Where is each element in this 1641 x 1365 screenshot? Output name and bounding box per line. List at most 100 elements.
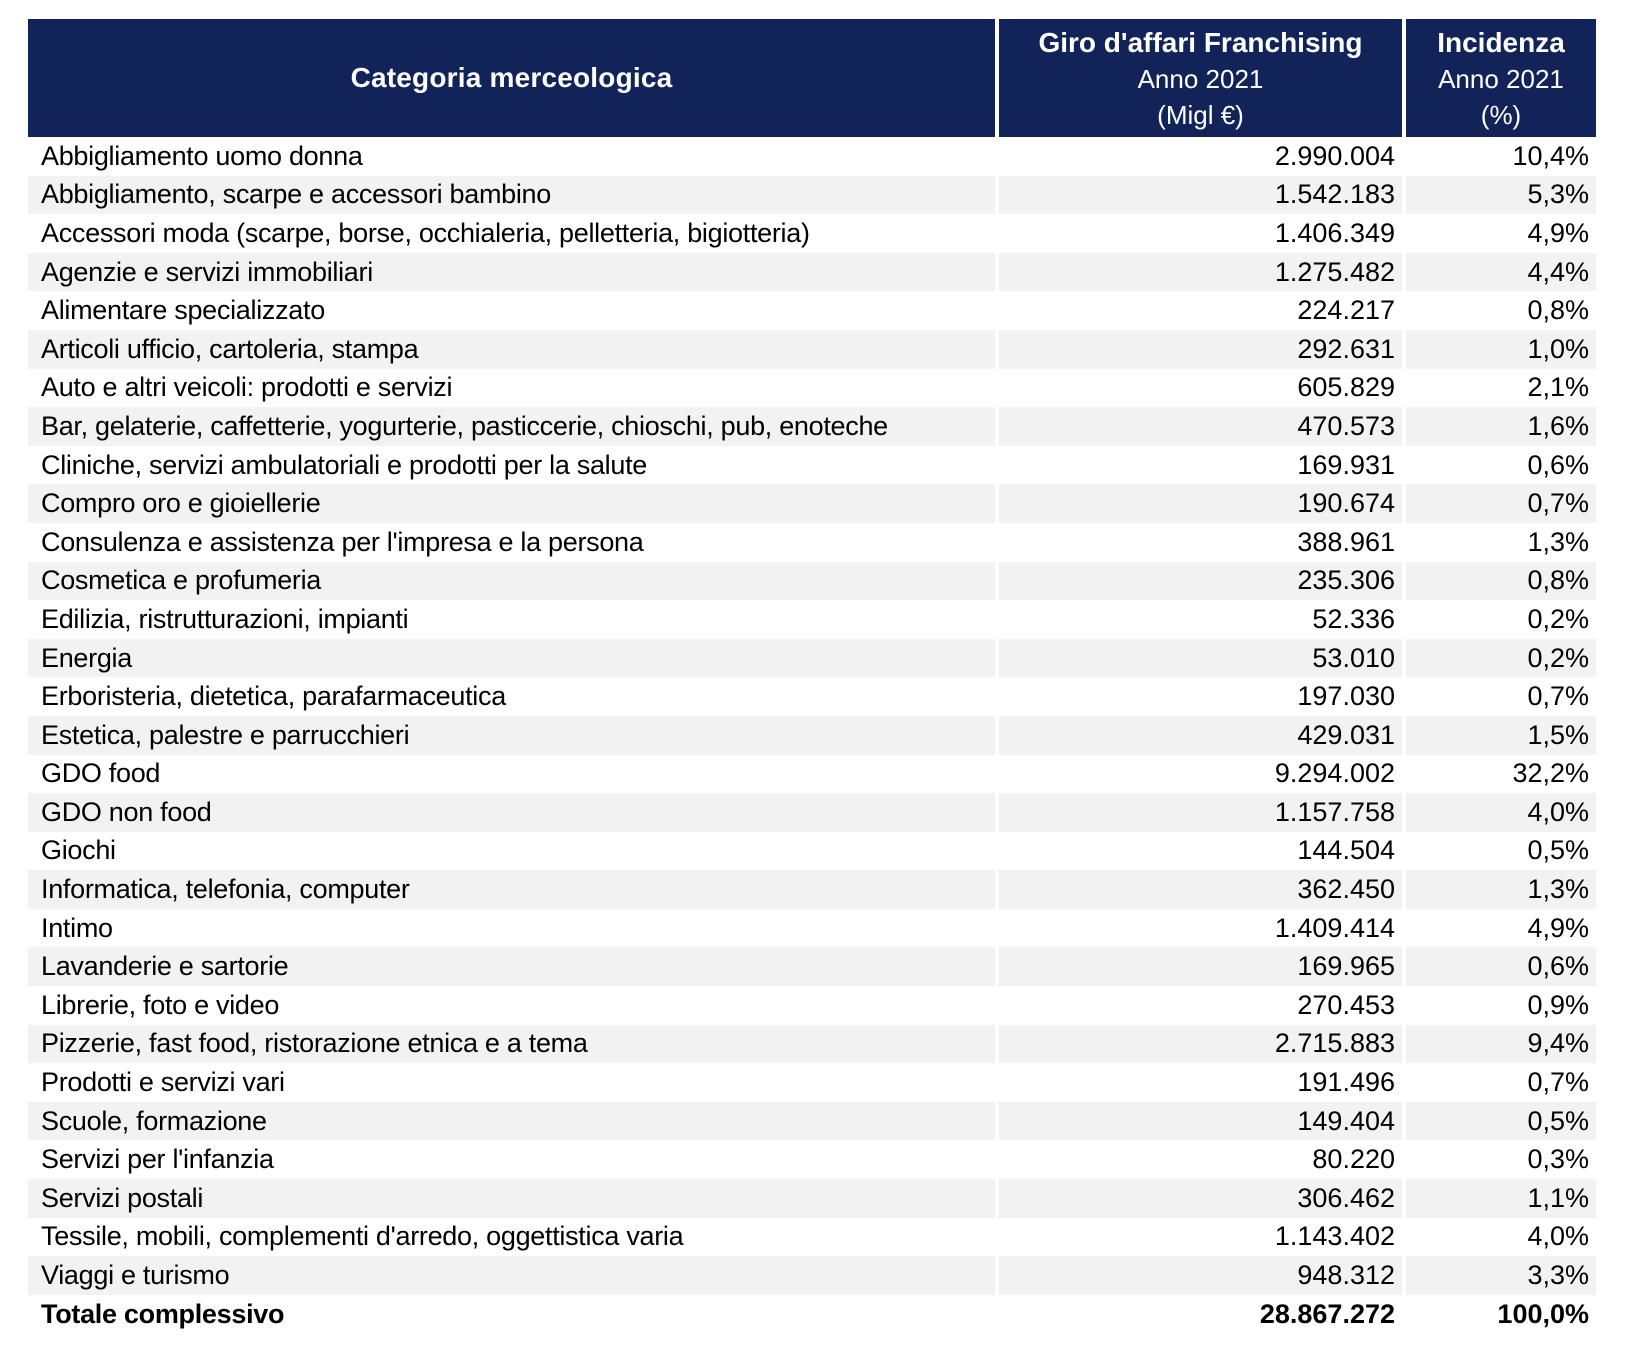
value-cell: 149.404 bbox=[995, 1101, 1402, 1141]
percent-cell: 3,3% bbox=[1402, 1256, 1596, 1295]
percent-cell: 4,4% bbox=[1402, 252, 1596, 292]
value-cell: 144.504 bbox=[995, 831, 1402, 871]
table-row: Alimentare specializzato 224.217 0,8% bbox=[28, 291, 1596, 330]
table-row: Estetica, palestre e parrucchieri 429.03… bbox=[28, 715, 1596, 755]
value-cell: 80.220 bbox=[995, 1140, 1402, 1180]
table-row: Viaggi e turismo 948.312 3,3% bbox=[28, 1256, 1596, 1295]
value-cell: 1.143.402 bbox=[995, 1217, 1402, 1257]
category-cell: Alimentare specializzato bbox=[41, 295, 325, 326]
category-cell: Erboristeria, dietetica, parafarmaceutic… bbox=[41, 681, 506, 712]
percent-cell: 4,9% bbox=[1402, 214, 1596, 253]
table-row: Intimo 1.409.414 4,9% bbox=[28, 908, 1596, 948]
table-row: Consulenza e assistenza per l'impresa e … bbox=[28, 522, 1596, 562]
table-row: Abbigliamento, scarpe e accessori bambin… bbox=[28, 175, 1596, 215]
percent-cell: 0,5% bbox=[1402, 831, 1596, 871]
category-cell: Edilizia, ristrutturazioni, impianti bbox=[41, 603, 409, 634]
table-row-total: Totale complessivo 28.867.272 100,0% bbox=[28, 1294, 1596, 1334]
incidenza-header-year: Anno 2021 bbox=[1438, 63, 1564, 94]
table-row: Accessori moda (scarpe, borse, occhialer… bbox=[28, 214, 1596, 253]
value-cell: 948.312 bbox=[995, 1256, 1402, 1295]
table-body: Abbigliamento uomo donna 2.990.004 10,4%… bbox=[28, 137, 1596, 1334]
column-header-incidenza: Incidenza Anno 2021 (%) bbox=[1402, 19, 1596, 137]
value-cell: 1.406.349 bbox=[995, 214, 1402, 253]
table-row: Abbigliamento uomo donna 2.990.004 10,4% bbox=[28, 137, 1596, 176]
percent-cell: 1,5% bbox=[1402, 715, 1596, 755]
category-cell: Abbigliamento, scarpe e accessori bambin… bbox=[28, 175, 995, 215]
percent-cell: 0,6% bbox=[1402, 445, 1596, 485]
giro-header-year: Anno 2021 bbox=[1137, 63, 1264, 94]
table-row: Edilizia, ristrutturazioni, impianti 52.… bbox=[28, 600, 1596, 639]
table-row: Servizi per l'infanzia 80.220 0,3% bbox=[28, 1140, 1596, 1180]
percent-cell: 4,0% bbox=[1402, 793, 1596, 832]
category-cell: Lavanderie e sartorie bbox=[28, 947, 995, 987]
table-row: Servizi postali 306.462 1,1% bbox=[28, 1179, 1596, 1218]
table-row: Articoli ufficio, cartoleria, stampa 292… bbox=[28, 329, 1596, 369]
category-cell: Articoli ufficio, cartoleria, stampa bbox=[28, 329, 995, 369]
percent-cell: 1,1% bbox=[1402, 1179, 1596, 1218]
percent-cell: 32,2% bbox=[1402, 754, 1596, 794]
table-row: Pizzerie, fast food, ristorazione etnica… bbox=[28, 1024, 1596, 1064]
value-cell: 53.010 bbox=[995, 638, 1402, 678]
table-header: Categoria merceologica Giro d'affari Fra… bbox=[28, 19, 1596, 137]
category-cell: Auto e altri veicoli: prodotti e servizi bbox=[41, 372, 453, 403]
table-row: Librerie, foto e video 270.453 0,9% bbox=[28, 986, 1596, 1025]
table-row: Scuole, formazione 149.404 0,5% bbox=[28, 1101, 1596, 1141]
category-cell: GDO food bbox=[41, 758, 161, 789]
percent-cell: 0,3% bbox=[1402, 1140, 1596, 1180]
category-cell: Prodotti e servizi vari bbox=[41, 1067, 285, 1098]
percent-cell: 0,8% bbox=[1402, 561, 1596, 601]
percent-cell: 0,7% bbox=[1402, 1063, 1596, 1102]
value-cell: 306.462 bbox=[995, 1179, 1402, 1218]
category-cell: Consulenza e assistenza per l'impresa e … bbox=[41, 526, 644, 557]
franchising-table: Categoria merceologica Giro d'affari Fra… bbox=[28, 19, 1596, 1334]
category-cell: Viaggi e turismo bbox=[28, 1256, 995, 1295]
value-cell: 1.542.183 bbox=[995, 175, 1402, 215]
category-cell: Energia bbox=[28, 638, 995, 678]
table-row: Agenzie e servizi immobiliari 1.275.482 … bbox=[28, 252, 1596, 292]
value-cell: 1.409.414 bbox=[995, 908, 1402, 948]
category-cell: Totale complessivo bbox=[41, 1298, 285, 1329]
value-cell: 190.674 bbox=[995, 484, 1402, 523]
percent-cell: 0,2% bbox=[1402, 600, 1596, 639]
category-cell: Librerie, foto e video bbox=[41, 989, 280, 1020]
percent-cell: 1,0% bbox=[1402, 329, 1596, 369]
table-row: Energia 53.010 0,2% bbox=[28, 638, 1596, 678]
table-row: GDO non food 1.157.758 4,0% bbox=[28, 793, 1596, 832]
category-cell: Pizzerie, fast food, ristorazione etnica… bbox=[28, 1024, 995, 1064]
category-cell: Abbigliamento uomo donna bbox=[41, 140, 363, 171]
percent-cell: 0,8% bbox=[1402, 291, 1596, 330]
value-cell: 362.450 bbox=[995, 870, 1402, 909]
giro-header-unit: (Migl €) bbox=[1157, 99, 1244, 130]
percent-cell: 5,3% bbox=[1402, 175, 1596, 215]
value-cell: 605.829 bbox=[995, 368, 1402, 408]
value-cell: 28.867.272 bbox=[995, 1294, 1402, 1334]
value-cell: 429.031 bbox=[995, 715, 1402, 755]
value-cell: 191.496 bbox=[995, 1063, 1402, 1102]
value-cell: 2.990.004 bbox=[995, 137, 1402, 176]
category-cell: Estetica, palestre e parrucchieri bbox=[28, 715, 995, 755]
value-cell: 169.931 bbox=[995, 445, 1402, 485]
table-row: Auto e altri veicoli: prodotti e servizi… bbox=[28, 368, 1596, 408]
category-cell: Compro oro e gioiellerie bbox=[28, 484, 995, 523]
category-cell: Agenzie e servizi immobiliari bbox=[28, 252, 995, 292]
category-cell: Cosmetica e profumeria bbox=[28, 561, 995, 601]
category-cell: Bar, gelaterie, caffetterie, yogurterie,… bbox=[28, 407, 995, 446]
category-cell: Tessile, mobili, complementi d'arredo, o… bbox=[41, 1221, 684, 1252]
value-cell: 2.715.883 bbox=[995, 1024, 1402, 1064]
percent-cell: 9,4% bbox=[1402, 1024, 1596, 1064]
category-cell: Servizi per l'infanzia bbox=[41, 1144, 274, 1175]
percent-cell: 1,3% bbox=[1402, 870, 1596, 909]
table-row: Cosmetica e profumeria 235.306 0,8% bbox=[28, 561, 1596, 601]
value-cell: 197.030 bbox=[995, 677, 1402, 716]
table-row: Prodotti e servizi vari 191.496 0,7% bbox=[28, 1063, 1596, 1102]
value-cell: 224.217 bbox=[995, 291, 1402, 330]
table-row: Tessile, mobili, complementi d'arredo, o… bbox=[28, 1217, 1596, 1257]
percent-cell: 2,1% bbox=[1402, 368, 1596, 408]
percent-cell: 0,7% bbox=[1402, 677, 1596, 716]
value-cell: 235.306 bbox=[995, 561, 1402, 601]
category-cell: GDO non food bbox=[28, 793, 995, 832]
category-cell: Informatica, telefonia, computer bbox=[28, 870, 995, 909]
column-header-category: Categoria merceologica bbox=[28, 19, 995, 137]
percent-cell: 0,5% bbox=[1402, 1101, 1596, 1141]
